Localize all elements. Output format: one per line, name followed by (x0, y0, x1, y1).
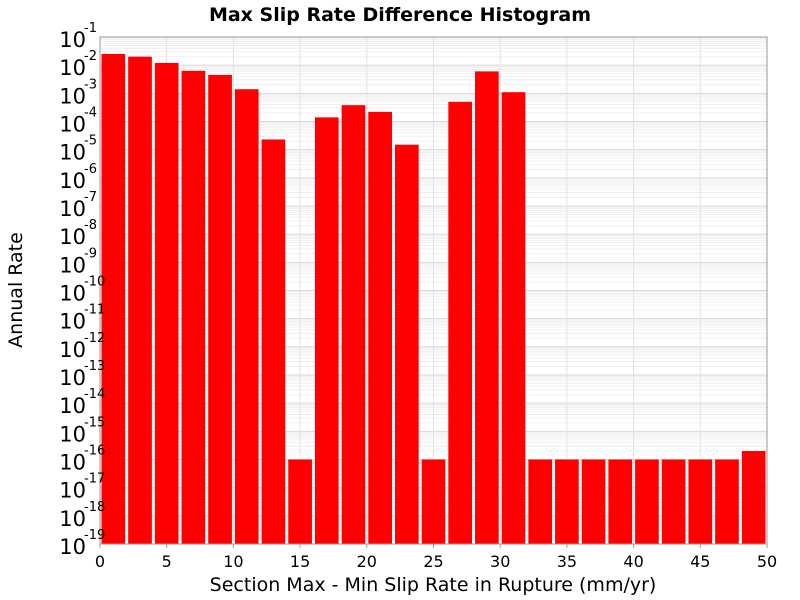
histogram-bar (394, 144, 419, 544)
y-tick-exponent: -9 (84, 246, 97, 261)
y-tick-label: 10 (59, 225, 86, 249)
y-tick-exponent: -12 (84, 331, 105, 346)
y-tick-exponent: -11 (84, 303, 105, 318)
x-tick-label: 40 (623, 552, 643, 571)
y-tick-exponent: -16 (84, 444, 105, 459)
x-tick-label: 20 (357, 552, 377, 571)
histogram-bar (635, 459, 659, 544)
histogram-bar (234, 89, 259, 544)
histogram-bar (741, 451, 766, 544)
y-tick-label: 10 (59, 169, 86, 193)
y-axis-ticks: 10-1910-1810-1710-1610-1510-1410-1310-12… (59, 21, 105, 559)
histogram-bar (341, 105, 366, 544)
histogram-bar (581, 459, 606, 544)
histogram-bar (688, 459, 713, 544)
y-tick-label: 10 (59, 310, 86, 334)
y-tick-label: 10 (59, 422, 86, 446)
histogram-bar (208, 74, 232, 545)
bars-group (101, 53, 766, 545)
y-axis-label: Annual Rate (5, 232, 27, 348)
x-tick-label: 45 (690, 552, 710, 571)
y-tick-exponent: -1 (84, 21, 97, 36)
x-tick-label: 5 (162, 552, 172, 571)
y-tick-label: 10 (59, 479, 86, 503)
y-tick-label: 10 (59, 282, 86, 306)
y-tick-label: 10 (59, 507, 86, 531)
y-tick-exponent: -13 (84, 359, 105, 374)
histogram-bar (368, 111, 392, 544)
histogram-bar (128, 56, 152, 545)
chart-title: Max Slip Rate Difference Histogram (209, 4, 591, 26)
y-tick-exponent: -10 (84, 275, 105, 290)
x-tick-label: 0 (95, 552, 105, 571)
x-tick-label: 35 (557, 552, 577, 571)
histogram-bar (314, 117, 339, 544)
y-tick-label: 10 (59, 84, 86, 108)
y-tick-label: 10 (59, 338, 86, 362)
x-axis-ticks: 0 5 10 15 20 25 30 35 40 45 50 (95, 544, 777, 571)
histogram-bar (448, 101, 473, 544)
histogram-bar (181, 70, 206, 544)
histogram-bar (288, 459, 312, 544)
y-tick-label: 10 (59, 394, 86, 418)
histogram-bar (421, 459, 446, 544)
histogram-bar (101, 53, 126, 545)
y-tick-label: 10 (59, 56, 86, 80)
y-tick-exponent: -4 (84, 106, 97, 121)
histogram-bar (261, 139, 286, 544)
histogram-bar (528, 459, 553, 544)
x-tick-label: 15 (290, 552, 310, 571)
x-tick-label: 10 (223, 552, 243, 571)
y-tick-exponent: -18 (84, 500, 105, 515)
histogram-bar (715, 459, 739, 544)
histogram-bar (555, 459, 579, 544)
y-tick-exponent: -6 (84, 162, 97, 177)
x-axis-label: Section Max - Min Slip Rate in Rupture (… (210, 574, 657, 596)
y-tick-label: 10 (59, 197, 86, 221)
y-tick-label: 10 (59, 253, 86, 277)
y-tick-label: 10 (59, 451, 86, 475)
y-tick-exponent: -3 (84, 77, 97, 92)
y-tick-label: 10 (59, 28, 86, 52)
histogram-bar (661, 459, 686, 544)
y-tick-exponent: -2 (84, 49, 97, 64)
y-tick-label: 10 (59, 141, 86, 165)
histogram-bar (154, 62, 179, 544)
x-tick-label: 30 (490, 552, 510, 571)
y-tick-exponent: -5 (84, 134, 97, 149)
histogram-bar (475, 71, 499, 544)
y-tick-label: 10 (59, 366, 86, 390)
y-tick-exponent: -19 (84, 528, 105, 543)
y-tick-exponent: -15 (84, 415, 105, 430)
y-tick-exponent: -8 (84, 218, 97, 233)
histogram-bar (608, 459, 633, 544)
x-tick-label: 25 (423, 552, 443, 571)
y-tick-exponent: -14 (84, 387, 105, 402)
y-tick-exponent: -17 (84, 472, 105, 487)
y-tick-label: 10 (59, 113, 86, 137)
y-tick-label: 10 (59, 535, 86, 559)
histogram-bar (501, 92, 526, 544)
y-tick-exponent: -7 (84, 190, 97, 205)
x-tick-label: 50 (757, 552, 777, 571)
